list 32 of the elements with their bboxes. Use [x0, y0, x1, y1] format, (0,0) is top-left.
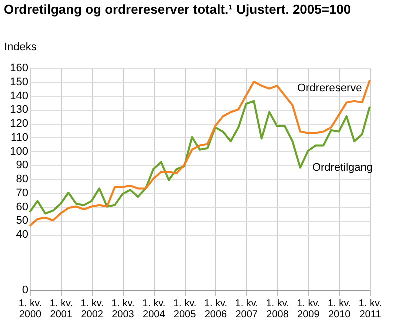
x-tick-label: 1. kv. 2004: [142, 298, 166, 320]
y-tick-label: 0: [22, 284, 28, 296]
series-label: Ordretilgang: [312, 162, 373, 174]
y-tick-label: 120: [10, 118, 28, 130]
x-tick-label: 1. kv. 2001: [50, 298, 73, 320]
y-tick-label: 150: [10, 76, 28, 88]
x-tick-label: 1. kv. 2000: [18, 298, 42, 320]
chart-title: Ordretilgang og ordrereserver totalt.¹ Ujustert. 2005=100: [4, 2, 352, 17]
y-tick-label: 90: [16, 160, 28, 172]
y-tick-label: 40: [16, 229, 28, 241]
y-axis-title: Indeks: [4, 42, 38, 54]
line-series: [29, 79, 371, 228]
y-tick-label: 80: [16, 174, 28, 186]
x-tick-label: 1. kv. 2005: [173, 298, 197, 320]
y-tick-label: 160: [10, 62, 28, 74]
y-tick-label: 60: [16, 201, 28, 214]
x-tick-label: 1. kv. 2010: [328, 298, 352, 320]
x-tick-label: 1. kv. 2007: [235, 298, 258, 320]
y-tick-label: 100: [10, 146, 28, 158]
x-tick-label: 1. kv. 2002: [80, 298, 104, 320]
y-tick-label: 50: [16, 215, 28, 228]
y-tick-label: 70: [16, 187, 28, 200]
x-tick-label: 1. kv. 2008: [266, 298, 290, 320]
x-tick-label: 1. kv. 2011: [358, 298, 382, 320]
x-tick-label: 1. kv. 2006: [204, 298, 228, 320]
y-tick-label: 130: [10, 104, 28, 116]
series-label: Ordrereserve: [297, 82, 362, 95]
line-series: [29, 100, 371, 215]
y-tick-label: 140: [10, 90, 28, 102]
x-tick-label: 1. kv. 2003: [112, 298, 135, 320]
x-tick-label: 1. kv. 2009: [297, 298, 320, 320]
y-tick-label: 110: [10, 132, 28, 144]
